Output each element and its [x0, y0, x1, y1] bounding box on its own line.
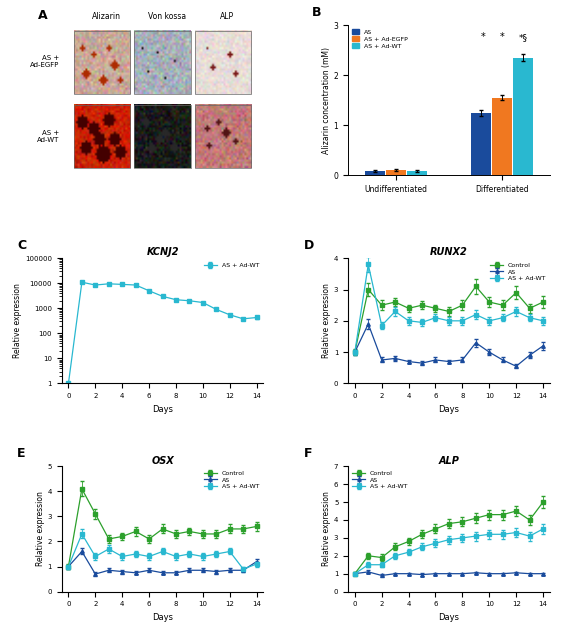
- Legend: Control, AS, AS + Ad-WT: Control, AS, AS + Ad-WT: [489, 261, 546, 282]
- Text: ALP: ALP: [220, 11, 234, 21]
- Text: Alizarin: Alizarin: [91, 11, 121, 21]
- Title: KCNJ2: KCNJ2: [146, 247, 179, 257]
- Title: RUNX2: RUNX2: [430, 247, 468, 257]
- Text: AS +
Ad-WT: AS + Ad-WT: [38, 130, 59, 143]
- Text: *: *: [500, 32, 504, 42]
- Bar: [492, 98, 512, 175]
- Legend: AS + Ad-WT: AS + Ad-WT: [203, 261, 260, 269]
- Text: D: D: [304, 239, 314, 252]
- Text: F: F: [304, 447, 312, 460]
- X-axis label: Days: Days: [152, 405, 173, 414]
- Text: AS +
Ad-EGFP: AS + Ad-EGFP: [30, 54, 59, 68]
- Text: *: *: [481, 32, 485, 42]
- Text: Von kossa: Von kossa: [148, 11, 186, 21]
- X-axis label: Days: Days: [152, 613, 173, 622]
- Title: OSX: OSX: [151, 456, 174, 466]
- X-axis label: Days: Days: [439, 613, 459, 622]
- Title: ALP: ALP: [439, 456, 459, 466]
- Y-axis label: Relative expression: Relative expression: [322, 491, 331, 567]
- Text: *§: *§: [519, 33, 528, 42]
- Legend: Control, AS, AS + Ad-WT: Control, AS, AS + Ad-WT: [351, 470, 409, 491]
- Bar: [513, 58, 534, 175]
- Y-axis label: Alizarin concentration (mM): Alizarin concentration (mM): [321, 47, 331, 154]
- Text: C: C: [17, 239, 26, 252]
- Y-axis label: Relative expression: Relative expression: [13, 284, 22, 358]
- Bar: [471, 113, 491, 175]
- Bar: [407, 172, 427, 175]
- Bar: [365, 172, 385, 175]
- Legend: Control, AS, AS + Ad-WT: Control, AS, AS + Ad-WT: [203, 470, 260, 491]
- Legend: AS, AS + Ad-EGFP, AS + Ad-WT: AS, AS + Ad-EGFP, AS + Ad-WT: [351, 28, 409, 50]
- X-axis label: Days: Days: [439, 405, 459, 414]
- Text: E: E: [17, 447, 26, 460]
- Y-axis label: Relative expression: Relative expression: [322, 284, 331, 358]
- Text: B: B: [312, 6, 321, 19]
- Text: A: A: [38, 9, 47, 22]
- Y-axis label: Relative expression: Relative expression: [36, 491, 45, 567]
- Bar: [386, 170, 406, 175]
